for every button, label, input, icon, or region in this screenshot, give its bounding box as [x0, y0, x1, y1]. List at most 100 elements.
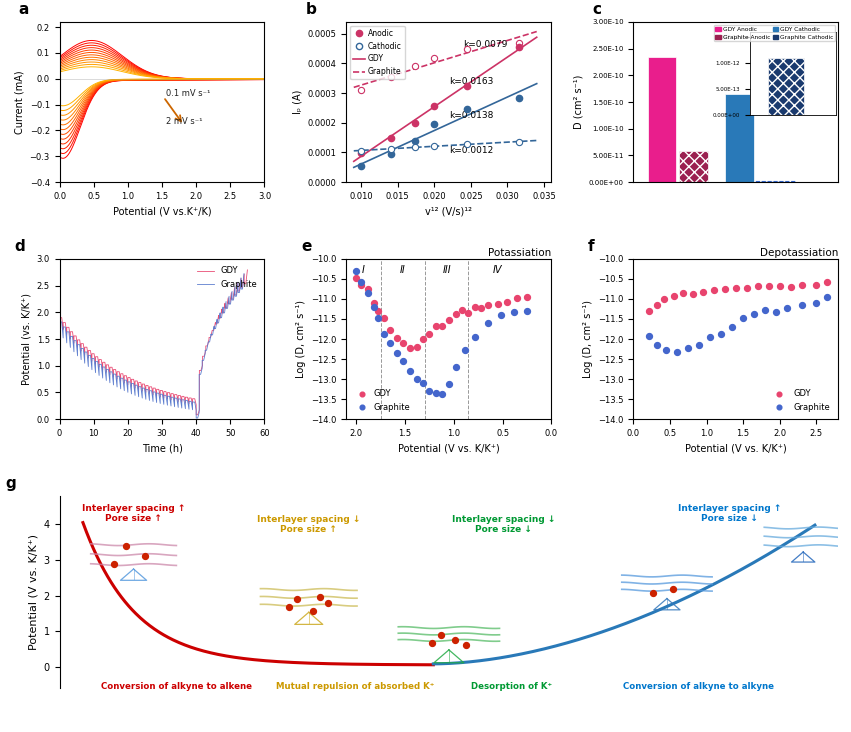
- Text: Desorption of K⁺: Desorption of K⁺: [471, 681, 551, 691]
- Point: [350, 272, 363, 284]
- Text: d: d: [14, 239, 26, 254]
- Point: [384, 337, 397, 349]
- Point: [820, 276, 834, 288]
- Point: [809, 296, 823, 308]
- Text: 0.1 mV s⁻¹: 0.1 mV s⁻¹: [166, 89, 210, 97]
- Legend: GDY, Graphite: GDY, Graphite: [768, 386, 834, 415]
- Text: Interlayer spacing ↑
Pore size ↓: Interlayer spacing ↑ Pore size ↓: [677, 504, 781, 523]
- Point: [410, 373, 424, 384]
- Point: [443, 314, 456, 326]
- Point: [416, 377, 430, 389]
- Point: [666, 583, 680, 595]
- Point: [707, 285, 721, 296]
- Point: [481, 299, 494, 311]
- Point: [650, 339, 664, 351]
- Point: [769, 306, 783, 318]
- Point: [443, 378, 456, 389]
- Point: [687, 288, 700, 300]
- Text: k=0.0012: k=0.0012: [449, 146, 493, 155]
- Point: [371, 312, 385, 324]
- Text: Potassiation: Potassiation: [488, 248, 551, 258]
- X-axis label: v¹² (V/s)¹²: v¹² (V/s)¹²: [426, 206, 472, 217]
- Text: Interlayer spacing ↑
Pore size ↑: Interlayer spacing ↑ Pore size ↑: [82, 504, 186, 523]
- Point: [751, 280, 764, 292]
- Point: [511, 292, 524, 304]
- Y-axis label: Log (D, cm² s⁻¹): Log (D, cm² s⁻¹): [583, 300, 592, 378]
- Text: g: g: [5, 477, 16, 491]
- Point: [350, 265, 363, 277]
- Point: [403, 365, 417, 376]
- Point: [423, 328, 437, 340]
- Text: IV: IV: [493, 265, 502, 275]
- Point: [423, 385, 437, 397]
- Point: [809, 280, 823, 291]
- X-axis label: Time (h): Time (h): [141, 444, 182, 453]
- Bar: [725, 94, 753, 182]
- Y-axis label: Log (D, cm² s⁻¹): Log (D, cm² s⁻¹): [295, 300, 306, 378]
- Point: [820, 291, 834, 303]
- Point: [520, 291, 534, 303]
- Point: [747, 308, 761, 320]
- Text: Conversion of alkyne to alkyne: Conversion of alkyne to alkyne: [623, 681, 774, 691]
- Point: [468, 301, 482, 313]
- Point: [643, 330, 656, 342]
- Legend: GDY Anodic, Graphite Anodic, GDY Cathodic, Graphite Cathodic: GDY Anodic, Graphite Anodic, GDY Cathodi…: [714, 25, 836, 42]
- Y-axis label: Iₚ (A): Iₚ (A): [292, 90, 302, 114]
- Point: [416, 334, 430, 346]
- Point: [361, 287, 374, 299]
- Point: [459, 345, 472, 356]
- Legend: Anodic, Cathodic, GDY, Graphite: Anodic, Cathodic, GDY, Graphite: [351, 26, 405, 79]
- Point: [403, 342, 417, 354]
- Point: [354, 276, 368, 288]
- Point: [784, 281, 797, 293]
- Text: k=0.0163: k=0.0163: [449, 78, 494, 86]
- Point: [454, 305, 468, 316]
- Point: [410, 341, 424, 353]
- Point: [391, 332, 404, 344]
- Point: [425, 637, 438, 649]
- Y-axis label: D (cm² s⁻¹): D (cm² s⁻¹): [573, 75, 583, 130]
- Point: [435, 388, 448, 400]
- Point: [718, 283, 732, 294]
- Text: Interlayer spacing ↓
Pore size ↑: Interlayer spacing ↓ Pore size ↑: [257, 515, 361, 534]
- X-axis label: Potential (V vs. K/K⁺): Potential (V vs. K/K⁺): [398, 444, 500, 453]
- Point: [361, 283, 374, 295]
- Point: [677, 287, 690, 299]
- Point: [306, 605, 319, 616]
- Text: e: e: [301, 239, 311, 254]
- Text: f: f: [588, 239, 595, 254]
- Point: [725, 321, 739, 332]
- Point: [430, 386, 443, 398]
- Y-axis label: Potential (V vs. K/K⁺): Potential (V vs. K/K⁺): [28, 534, 38, 650]
- Point: [740, 282, 754, 294]
- Y-axis label: Potential (vs. K/K⁺): Potential (vs. K/K⁺): [21, 293, 31, 385]
- Point: [736, 312, 750, 324]
- Point: [773, 280, 786, 292]
- Point: [119, 541, 133, 553]
- X-axis label: Potential (V vs. K/K⁺): Potential (V vs. K/K⁺): [685, 444, 786, 453]
- Text: a: a: [19, 2, 29, 17]
- Point: [729, 283, 743, 294]
- Y-axis label: Current (mA): Current (mA): [14, 70, 24, 134]
- Text: k=0.0138: k=0.0138: [449, 111, 494, 120]
- Point: [758, 305, 772, 316]
- Point: [460, 640, 473, 651]
- Point: [434, 630, 448, 641]
- Text: Conversion of alkyne to alkene: Conversion of alkyne to alkene: [101, 681, 252, 691]
- Point: [384, 324, 397, 336]
- Point: [795, 299, 808, 311]
- Point: [435, 320, 448, 332]
- Point: [762, 280, 775, 292]
- Point: [367, 302, 380, 313]
- Point: [646, 587, 660, 599]
- Point: [682, 342, 695, 354]
- Point: [795, 279, 808, 291]
- Point: [314, 591, 328, 603]
- Point: [377, 313, 391, 324]
- Legend: GDY, Graphite: GDY, Graphite: [193, 263, 260, 292]
- Point: [397, 337, 410, 348]
- Point: [107, 559, 121, 570]
- Point: [371, 305, 385, 317]
- Text: c: c: [592, 2, 602, 17]
- Point: [397, 355, 410, 367]
